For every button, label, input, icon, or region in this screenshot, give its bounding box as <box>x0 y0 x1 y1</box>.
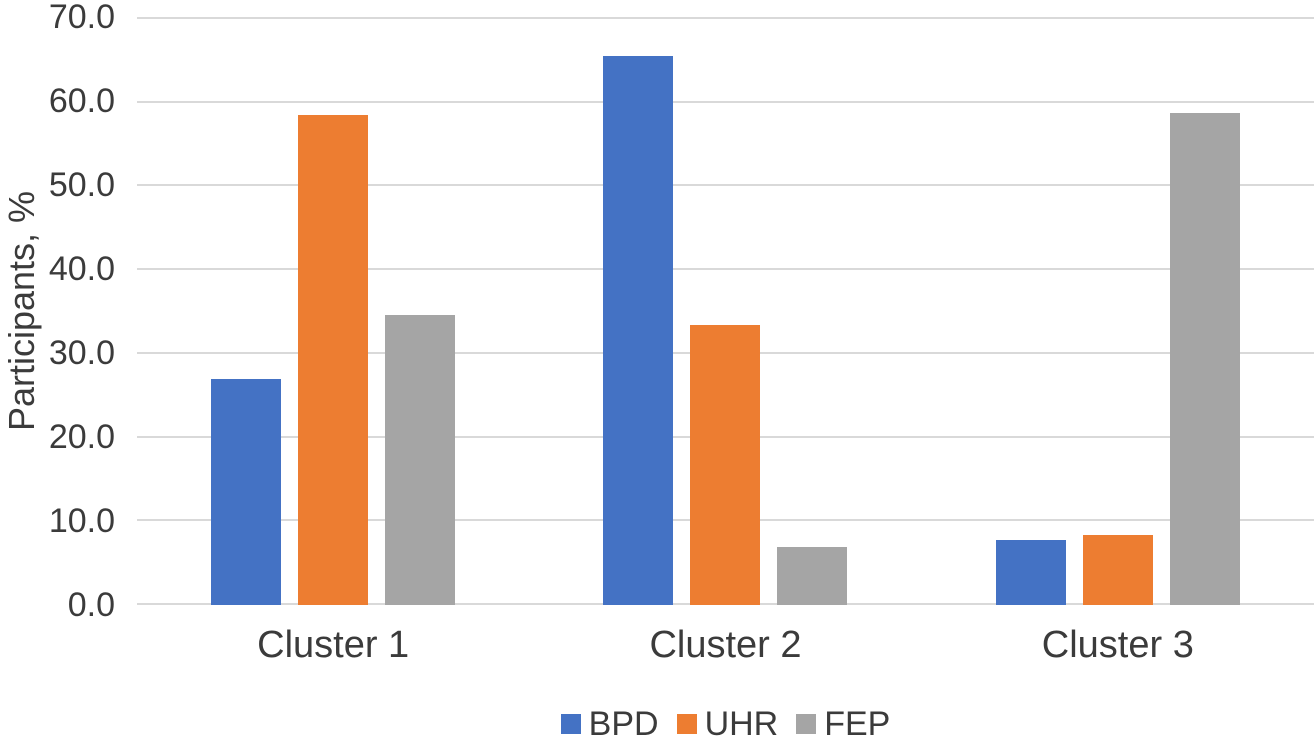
x-category-label: Cluster 3 <box>1041 624 1194 666</box>
y-tick-label: 0.0 <box>67 586 115 624</box>
y-tick-label: 50.0 <box>48 166 115 204</box>
legend-item-fep: FEP <box>796 707 890 741</box>
legend-label: UHR <box>704 705 779 742</box>
legend: BPD UHR FEP <box>137 699 1314 742</box>
y-tick-label: 20.0 <box>48 418 115 456</box>
bar-uhr-cluster-2 <box>690 325 761 605</box>
x-category-label: Cluster 2 <box>649 624 802 666</box>
bar-uhr-cluster-1 <box>298 115 369 605</box>
x-axis-labels: Cluster 1 Cluster 2 Cluster 3 <box>137 622 1314 668</box>
y-tick-label: 30.0 <box>48 334 115 372</box>
y-tick-label: 10.0 <box>48 502 115 540</box>
y-axis-tick-labels: 0.0 10.0 20.0 30.0 40.0 50.0 60.0 70.0 <box>0 0 115 622</box>
y-tick-label: 70.0 <box>48 0 115 36</box>
legend-label: BPD <box>588 705 659 742</box>
category-group-cluster-2 <box>529 17 921 605</box>
y-tick-label: 40.0 <box>48 250 115 288</box>
legend-swatch-icon <box>560 714 581 734</box>
legend-swatch-icon <box>676 714 697 734</box>
bar-fep-cluster-2 <box>777 547 848 605</box>
legend-item-uhr: UHR <box>676 705 779 742</box>
bar-fep-cluster-3 <box>1169 112 1240 605</box>
category-group-cluster-1 <box>137 17 529 605</box>
bar-bpd-cluster-1 <box>211 379 282 605</box>
plot-area <box>137 17 1314 605</box>
bar-bpd-cluster-3 <box>995 540 1066 605</box>
bars-layer <box>137 17 1314 605</box>
gridline <box>137 101 1314 103</box>
x-category-label: Cluster 1 <box>257 624 410 666</box>
gridline <box>137 184 1314 186</box>
legend-label: FEP <box>824 705 891 742</box>
bar-fep-cluster-1 <box>385 315 456 605</box>
gridline <box>137 17 1314 19</box>
y-tick-label: 60.0 <box>48 82 115 120</box>
legend-swatch-icon <box>796 714 817 734</box>
bar-uhr-cluster-3 <box>1082 535 1153 605</box>
gridline <box>137 268 1314 270</box>
legend-item-bpd: BPD <box>560 705 659 742</box>
bar-bpd-cluster-2 <box>603 55 674 605</box>
category-group-cluster-3 <box>922 17 1314 605</box>
